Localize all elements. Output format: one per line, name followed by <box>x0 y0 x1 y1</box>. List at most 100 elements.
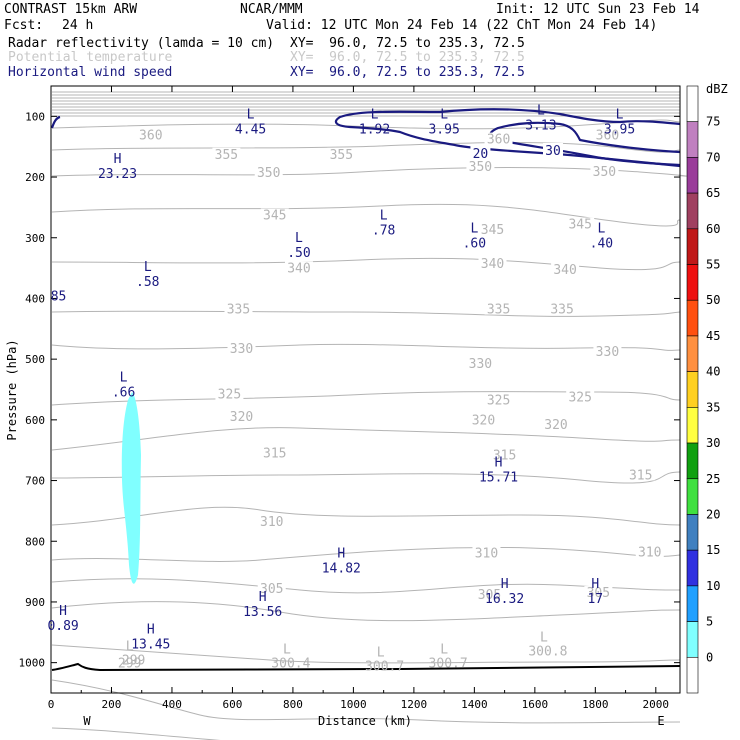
wind-speed-contours <box>50 108 681 168</box>
wind-extreme-value: 13.56 <box>243 605 282 620</box>
x-tick-label: 1600 <box>522 698 549 711</box>
theta-label-bg <box>227 342 256 355</box>
y-tick-label: 900 <box>25 596 45 609</box>
theta-label: 340 <box>287 261 310 276</box>
theta-label: 315 <box>629 468 652 483</box>
colorbar-swatch <box>686 656 699 694</box>
theta-label-bg <box>635 545 664 558</box>
y-tick-label: 1000 <box>19 657 46 670</box>
wind-extreme-kind: H <box>59 604 67 619</box>
colorbar-swatch <box>686 621 699 658</box>
theta-label: 299 <box>118 656 141 671</box>
wind-contour-label-bg <box>542 142 563 156</box>
reflectivity-patch <box>121 392 141 584</box>
theta-label: 320 <box>230 410 253 425</box>
wind-extreme-value: .50 <box>287 246 310 261</box>
colorbar-label: 15 <box>706 543 720 557</box>
y-axis: 100 200 300 400 500 600 700 800 900 1000 <box>19 110 680 670</box>
theta-label: 345 <box>481 223 504 238</box>
field-name-reflectivity: Radar reflectivity (lamda = 10 cm) <box>8 36 275 51</box>
theta-label: 305 <box>478 588 501 603</box>
theta-label-bg <box>475 587 504 600</box>
theta-label: 335 <box>487 303 510 318</box>
wind-extreme-value: 13.45 <box>131 637 170 652</box>
theta-label: 350 <box>469 160 492 175</box>
colorbar-unit: dBZ <box>706 82 728 96</box>
theta-label-bg <box>227 410 256 423</box>
colorbar-swatch <box>686 407 699 444</box>
theta-label: 345 <box>263 209 286 224</box>
theta-label: 335 <box>550 303 573 318</box>
colorbar-label: 70 <box>706 150 720 164</box>
surface-line <box>51 662 681 672</box>
wind-contour-label-bg <box>470 145 491 159</box>
wind-extreme-value: .66 <box>112 385 135 400</box>
theta-label-bg <box>566 217 595 230</box>
surface-extreme-value: 300.7 <box>429 657 468 672</box>
x-tick-label: 1000 <box>340 698 367 711</box>
theta-label-bg <box>327 147 356 160</box>
wind-extreme-value: 4.45 <box>235 123 266 138</box>
wind-extreme-value: .78 <box>372 223 395 238</box>
colorbar-label: 40 <box>706 365 720 379</box>
theta-label: 320 <box>472 414 495 429</box>
theta-label-bg <box>584 586 613 599</box>
wind-extreme-kind: L <box>371 108 379 123</box>
wind-extreme-value: 85 <box>51 290 67 305</box>
y-tick-label: 800 <box>25 535 45 548</box>
colorbar-swatch <box>686 192 699 230</box>
theta-label-bg <box>472 546 501 559</box>
wind-contour-label: 20 <box>473 147 489 162</box>
x-tick-label: 1800 <box>582 698 609 711</box>
theta-label: 330 <box>596 345 619 360</box>
y-axis-label: Pressure (hPa) <box>5 339 19 440</box>
wind-extreme-value: 17 <box>587 592 603 607</box>
theta-label-bg <box>284 261 313 274</box>
init-time: Init: 12 UTC Sun 23 Feb 14 <box>496 2 700 17</box>
colorbar-swatch <box>686 478 699 515</box>
wind-contour-label: 30 <box>545 144 561 159</box>
theta-label: 330 <box>230 342 253 357</box>
colorbar-swatch <box>686 585 699 622</box>
colorbar-label: 10 <box>706 579 720 593</box>
colorbar-swatch <box>686 335 699 372</box>
field-xy-reflectivity: XY= 96.0, 72.5 to 235.3, 72.5 <box>290 36 525 51</box>
east-label: E <box>657 714 664 728</box>
theta-label-bg <box>478 223 507 236</box>
theta-label: 355 <box>330 148 353 163</box>
theta-label-bg <box>224 302 253 315</box>
wind-extreme-kind: H <box>501 577 509 592</box>
theta-label: 340 <box>481 257 504 272</box>
theta-label: 320 <box>544 418 567 433</box>
theta-label: 310 <box>475 547 498 562</box>
wind-extreme-kind: L <box>380 208 388 223</box>
colorbar-swatch <box>686 299 699 337</box>
y-tick-label: 100 <box>25 110 45 123</box>
theta-label-bg <box>260 446 289 459</box>
wind-extreme-kind: H <box>591 577 599 592</box>
wind-extreme-value: 23.23 <box>98 167 137 182</box>
x-tick-label: 0 <box>48 698 55 711</box>
field-xy-theta: XY= 96.0, 72.5 to 235.3, 72.5 <box>290 50 525 65</box>
x-tick-label: 800 <box>283 698 303 711</box>
wind-extreme-kind: H <box>114 152 122 167</box>
theta-label-bg <box>469 413 498 426</box>
surface-extreme-kind: L <box>540 630 548 645</box>
x-tick-label: 2000 <box>643 698 670 711</box>
wind-extreme-kind: L <box>247 108 255 123</box>
theta-label-bg <box>593 128 622 141</box>
y-tick-label: 700 <box>25 475 45 488</box>
y-tick-label: 400 <box>25 292 45 305</box>
y-tick-label: 200 <box>25 171 45 184</box>
field-name-theta: Potential temperature <box>8 50 173 65</box>
theta-label-bg <box>542 417 571 430</box>
wind-extreme-value: 16.32 <box>485 592 524 607</box>
wind-extreme-kind: H <box>495 455 503 470</box>
colorbar-label: 30 <box>706 436 720 450</box>
x-axis-label: Distance (km) <box>318 714 412 728</box>
plot-frame <box>50 85 681 694</box>
colorbar-label: 0 <box>706 650 713 664</box>
surface-extreme-kind: L <box>440 643 448 658</box>
